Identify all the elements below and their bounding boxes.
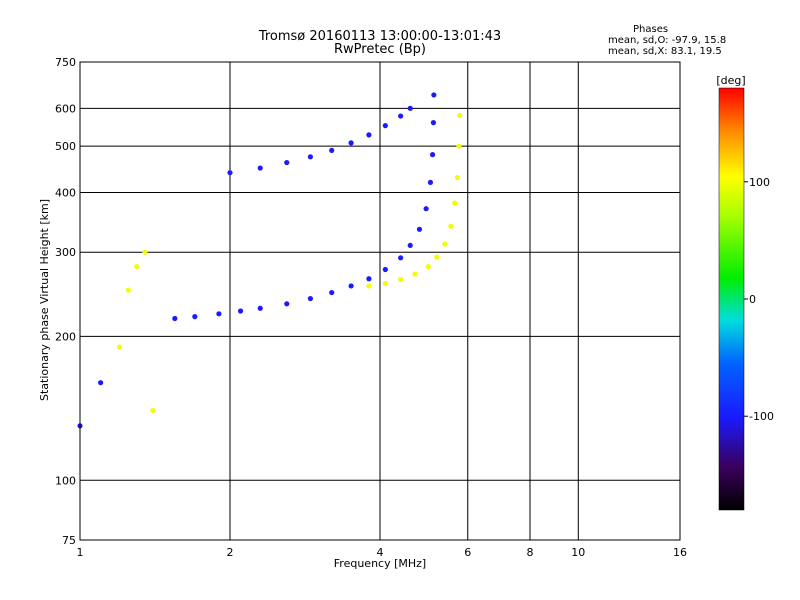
data-point — [427, 179, 434, 185]
plot-frame — [79, 61, 681, 541]
x-tick-label: 6 — [464, 546, 471, 559]
x-axis-label: Frequency [MHz] — [334, 557, 426, 570]
colorbar-ticks: 100 0 -100 — [744, 176, 774, 423]
data-point — [398, 113, 404, 119]
colorbar-tick-label: 0 — [749, 293, 756, 306]
data-point — [454, 174, 461, 181]
data-point — [382, 266, 388, 273]
data-point — [237, 308, 244, 314]
chart-subtitle: RwPretec (Bp) — [334, 42, 426, 57]
data-point — [329, 289, 335, 296]
data-point — [382, 280, 388, 287]
x-tick-label: 8 — [527, 546, 534, 559]
data-point — [284, 301, 290, 307]
y-tick-label: 500 — [55, 140, 76, 153]
data-point — [216, 311, 222, 317]
x-axis-ticks: 1 2 4 6 8 10 16 — [77, 546, 688, 559]
y-tick-label: 75 — [62, 534, 76, 547]
data-point — [398, 255, 404, 261]
data-point — [430, 120, 437, 126]
y-axis-label: Stationary phase Virtual Height [km] — [38, 199, 51, 401]
y-tick-label: 600 — [55, 102, 76, 115]
data-point — [307, 154, 314, 160]
data-point — [366, 283, 372, 289]
data-point — [348, 140, 354, 146]
data-point — [257, 165, 263, 171]
colorbar-tick-label: 100 — [749, 176, 770, 189]
data-point — [307, 295, 314, 302]
data-point — [366, 276, 372, 282]
data-point — [425, 263, 431, 270]
colorbar-tick-label: -100 — [749, 410, 774, 423]
data-point — [423, 206, 429, 212]
data-point — [329, 147, 335, 153]
x-tick-label: 1 — [77, 546, 84, 559]
data-point — [448, 223, 454, 229]
data-point — [434, 254, 440, 260]
data-point — [227, 170, 233, 176]
y-tick-label: 300 — [55, 246, 76, 259]
data-point — [407, 242, 413, 249]
data-point — [412, 271, 418, 277]
data-point — [442, 241, 448, 247]
data-point — [348, 283, 354, 289]
colorbar-label: [deg] — [716, 74, 745, 87]
data-point — [134, 263, 140, 270]
data-point — [429, 152, 436, 158]
data-point — [116, 344, 123, 350]
data-points — [77, 92, 463, 429]
data-point — [142, 249, 148, 255]
data-point — [125, 287, 131, 293]
data-point — [416, 226, 423, 232]
phases-mean-o: mean, sd,O: -97.9, 15.8 — [608, 35, 726, 46]
data-point — [98, 380, 104, 386]
data-point — [366, 132, 372, 138]
x-tick-label: 4 — [377, 546, 384, 559]
data-point — [407, 105, 413, 111]
data-point — [456, 143, 462, 149]
data-point — [457, 112, 463, 118]
y-tick-label: 100 — [55, 474, 76, 487]
y-tick-label: 200 — [55, 330, 76, 343]
data-point — [257, 305, 263, 311]
phases-mean-x: mean, sd,X: 83.1, 19.5 — [608, 46, 722, 57]
x-tick-label: 10 — [571, 546, 585, 559]
x-tick-label: 2 — [227, 546, 234, 559]
data-point — [284, 159, 290, 166]
colorbar — [718, 87, 745, 511]
data-point — [150, 407, 156, 414]
data-point — [398, 276, 404, 283]
y-tick-label: 400 — [55, 186, 76, 199]
data-point — [172, 315, 178, 322]
chart-title: Tromsø 20160113 13:00:00-13:01:43 — [258, 29, 501, 44]
phases-heading: Phases — [633, 24, 668, 35]
y-tick-label: 750 — [55, 56, 76, 69]
data-point — [452, 200, 458, 206]
data-point — [192, 314, 198, 320]
y-axis-ticks: 75 100 200 300 400 500 600 750 — [55, 56, 76, 547]
grid — [80, 62, 680, 540]
x-tick-label: 16 — [673, 546, 687, 559]
data-point — [382, 123, 388, 129]
data-point — [431, 92, 437, 98]
